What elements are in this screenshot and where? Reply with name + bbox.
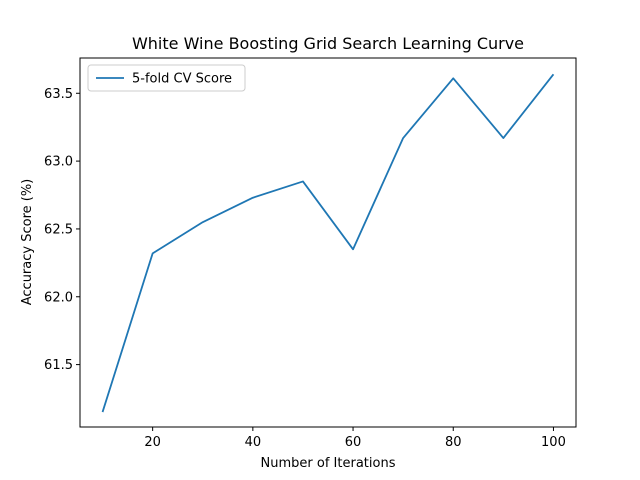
x-tick-label: 100	[541, 435, 566, 450]
x-tick-label: 60	[345, 435, 362, 450]
y-axis-label: Accuracy Score (%)	[20, 179, 35, 306]
y-tick-label: 63.5	[44, 87, 73, 102]
legend-label: 5-fold CV Score	[132, 72, 232, 87]
y-tick-label: 63.0	[44, 155, 73, 170]
x-tick-label: 80	[445, 435, 462, 450]
legend: 5-fold CV Score	[87, 64, 246, 92]
x-axis: 20 40 60 80 100	[144, 427, 566, 450]
y-axis: 61.5 62.0 62.5 63.0 63.5	[44, 87, 80, 373]
x-tick-label: 40	[245, 435, 262, 450]
plot-area	[80, 58, 576, 427]
series-group	[101, 73, 555, 413]
y-tick-label: 62.0	[44, 290, 73, 305]
plot-frame	[79, 57, 577, 428]
y-tick-label: 61.5	[44, 358, 73, 373]
legend-box	[87, 64, 246, 92]
chart-title: White Wine Boosting Grid Search Learning…	[132, 34, 524, 53]
series-line	[101, 73, 555, 413]
y-tick-label: 62.5	[44, 222, 73, 237]
x-tick-label: 20	[144, 435, 161, 450]
x-axis-label: Number of Iterations	[261, 456, 396, 471]
